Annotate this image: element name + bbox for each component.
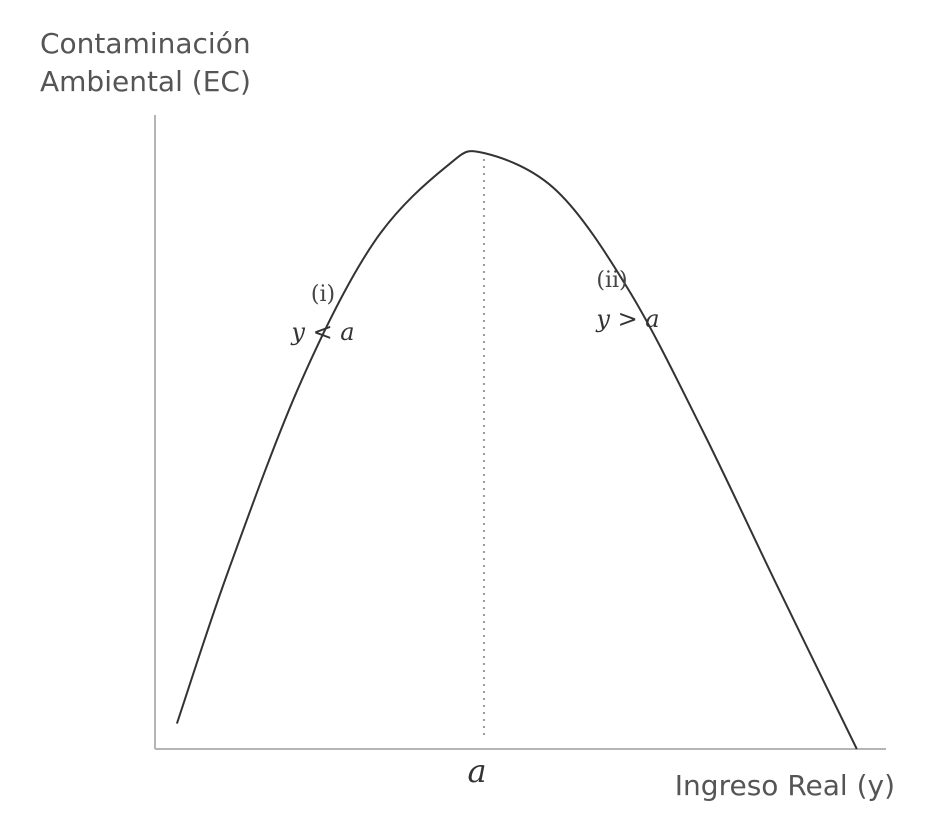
- region-1-number: (i): [311, 282, 335, 307]
- pollution-curve: [175, 150, 858, 750]
- region-1-condition: y < a: [290, 318, 354, 346]
- region-2-condition: y > a: [595, 305, 659, 333]
- x-tick-label: a: [467, 752, 486, 790]
- region-2-number: (ii): [596, 268, 627, 293]
- x-axis-label: Ingreso Real (y): [675, 769, 895, 802]
- y-axis-label-line-1: Contaminación: [40, 27, 251, 60]
- y-axis-label-line-2: Ambiental (EC): [40, 65, 251, 98]
